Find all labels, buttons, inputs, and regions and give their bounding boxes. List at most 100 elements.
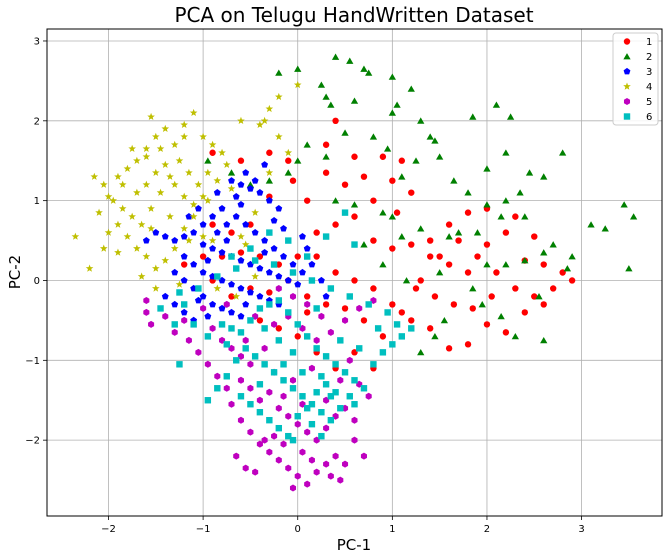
- data-point: [540, 173, 548, 180]
- data-point: [237, 312, 245, 320]
- data-point: [118, 180, 127, 188]
- data-point: [535, 293, 543, 300]
- data-point: [313, 305, 320, 312]
- data-point: [327, 393, 335, 400]
- data-point: [431, 332, 439, 340]
- data-point: [497, 313, 505, 320]
- data-point: [218, 148, 226, 156]
- data-point: [322, 153, 330, 160]
- data-point: [223, 236, 231, 244]
- x-tick-label: −2: [101, 524, 116, 535]
- data-point: [251, 208, 259, 216]
- data-point: [260, 116, 269, 125]
- data-point: [247, 428, 254, 436]
- legend-label: 6: [646, 112, 652, 123]
- data-point: [237, 157, 245, 164]
- data-point: [502, 149, 510, 156]
- data-point: [199, 240, 207, 248]
- data-point: [152, 132, 160, 141]
- data-point: [559, 149, 567, 156]
- data-point: [256, 381, 264, 388]
- y-tick-label: −2: [25, 436, 40, 447]
- data-point: [142, 236, 150, 244]
- data-point: [445, 345, 453, 352]
- y-tick-label: 0: [34, 276, 40, 287]
- data-point: [147, 112, 155, 121]
- data-point: [502, 261, 510, 268]
- legend-label: 3: [646, 67, 652, 78]
- data-point: [228, 177, 235, 184]
- data-point: [483, 261, 491, 268]
- data-point: [322, 169, 330, 176]
- data-point: [356, 345, 363, 352]
- data-point: [313, 389, 320, 396]
- data-point: [171, 321, 178, 328]
- data-point: [242, 345, 249, 352]
- data-point: [341, 129, 349, 136]
- data-point: [271, 432, 278, 440]
- data-point: [356, 304, 363, 312]
- data-point: [176, 289, 183, 296]
- data-point: [157, 305, 164, 312]
- data-point: [256, 292, 264, 300]
- data-point: [360, 317, 368, 324]
- data-point: [384, 309, 391, 316]
- data-point: [483, 321, 491, 328]
- data-point: [223, 300, 230, 308]
- data-point: [252, 312, 259, 320]
- data-point: [323, 460, 330, 468]
- data-point: [445, 261, 453, 268]
- data-point: [313, 468, 320, 476]
- data-point: [199, 292, 207, 300]
- data-point: [370, 237, 377, 244]
- data-point: [256, 396, 263, 404]
- data-point: [341, 305, 349, 312]
- data-point: [261, 325, 268, 332]
- data-point: [209, 149, 216, 156]
- data-point: [389, 341, 396, 348]
- data-point: [445, 233, 453, 240]
- data-point: [388, 213, 396, 220]
- data-point: [237, 201, 245, 208]
- data-point: [137, 220, 146, 228]
- data-point: [227, 169, 236, 176]
- data-point: [261, 161, 269, 168]
- data-point: [322, 233, 330, 240]
- data-point: [204, 312, 212, 320]
- data-point: [147, 204, 155, 212]
- data-point: [104, 192, 113, 200]
- data-point: [114, 248, 122, 256]
- data-point: [322, 381, 330, 388]
- data-point: [426, 253, 434, 260]
- data-point: [161, 232, 169, 240]
- data-point: [218, 321, 226, 328]
- data-point: [170, 180, 179, 188]
- data-point: [228, 293, 235, 300]
- data-point: [180, 224, 188, 232]
- data-point: [493, 269, 500, 276]
- data-point: [256, 120, 264, 129]
- data-point: [280, 224, 287, 232]
- data-point: [629, 213, 638, 220]
- data-point: [407, 85, 415, 92]
- data-point: [454, 229, 463, 236]
- data-point: [275, 456, 282, 464]
- data-point: [214, 372, 221, 380]
- data-point: [219, 336, 226, 344]
- data-point: [351, 153, 358, 160]
- data-point: [322, 141, 330, 148]
- data-point: [402, 277, 411, 284]
- data-point: [294, 65, 302, 72]
- data-point: [516, 189, 524, 196]
- data-point: [483, 241, 491, 248]
- data-point: [199, 232, 207, 240]
- data-point: [284, 148, 293, 156]
- data-point: [265, 177, 273, 184]
- data-point: [247, 221, 254, 228]
- data-point: [156, 144, 165, 152]
- data-point: [417, 348, 425, 356]
- data-point: [170, 244, 179, 252]
- data-point: [455, 237, 462, 244]
- data-point: [228, 308, 235, 316]
- data-point: [488, 293, 495, 300]
